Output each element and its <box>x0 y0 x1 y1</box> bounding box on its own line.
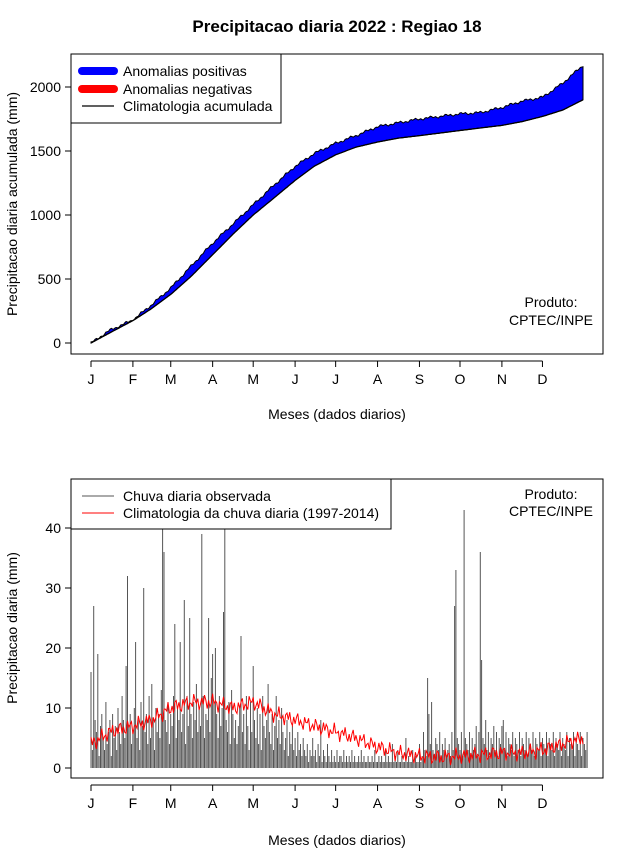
daily-chart: 0 10 20 30 40 J F M A M J J A S O N D Meses (dados diar… <box>4 478 604 848</box>
y-tick-label: 40 <box>45 520 61 536</box>
legend-box <box>70 478 392 530</box>
cumulative-chart: 0 500 1000 1500 2000 J F M A M J J A S O N D Meses (dad… <box>4 53 604 422</box>
x-tick-label: F <box>129 795 138 811</box>
credit-line-1: Produto: <box>525 486 578 502</box>
credit-line-2: CPTEC/INPE <box>509 503 593 519</box>
y-axis-label: Precipitacao diaria acumulada (mm) <box>4 92 20 316</box>
x-tick-label: F <box>129 371 138 387</box>
climatology-daily-line <box>90 693 584 766</box>
x-tick-label: M <box>247 371 259 387</box>
x-tick-label: N <box>497 371 507 387</box>
x-tick-label: A <box>373 371 383 387</box>
x-tick-label: D <box>537 371 547 387</box>
credit-line-1: Produto: <box>525 294 578 310</box>
y-tick-label: 20 <box>45 640 61 656</box>
y-tick-label: 500 <box>38 271 62 287</box>
x-tick-label: N <box>497 795 507 811</box>
x-tick-label: J <box>292 795 299 811</box>
observed-bars <box>90 510 588 768</box>
y-tick-label: 10 <box>45 700 61 716</box>
legend-label: Climatologia acumulada <box>123 98 273 114</box>
x-tick-label: D <box>537 795 547 811</box>
x-tick-label: J <box>332 371 339 387</box>
legend: Anomalias positivas Anomalias negativas … <box>70 53 282 124</box>
x-tick-label: M <box>165 795 177 811</box>
y-tick-label: 2000 <box>30 79 61 95</box>
x-tick-label: O <box>455 371 466 387</box>
x-tick-label: J <box>88 371 95 387</box>
x-tick-label: A <box>373 795 383 811</box>
y-tick-label: 0 <box>53 760 61 776</box>
legend-label: Climatologia da chuva diaria (1997-2014) <box>123 505 379 521</box>
plot-frame <box>70 53 604 355</box>
x-axis-label: Meses (dados diarios) <box>268 832 406 848</box>
y-tick-label: 1000 <box>30 207 61 223</box>
legend-label: Anomalias positivas <box>123 63 247 79</box>
y-tick-label: 1500 <box>30 143 61 159</box>
chart-title: Precipitacao diaria 2022 : Regiao 18 <box>192 17 481 36</box>
x-tick-label: S <box>415 795 424 811</box>
x-tick-label: J <box>332 795 339 811</box>
x-tick-label: M <box>165 371 177 387</box>
legend-label: Chuva diaria observada <box>123 488 271 504</box>
legend-label: Anomalias negativas <box>123 81 252 97</box>
x-tick-label: A <box>208 371 218 387</box>
x-tick-label: J <box>292 371 299 387</box>
legend: Chuva diaria observada Climatologia da c… <box>70 478 392 530</box>
climatology-cumulative-line <box>90 99 584 344</box>
x-tick-label: S <box>415 371 424 387</box>
x-tick-label: M <box>247 795 259 811</box>
x-tick-label: A <box>208 795 218 811</box>
x-axis-label: Meses (dados diarios) <box>268 406 406 422</box>
x-tick-label: O <box>455 795 466 811</box>
y-tick-label: 30 <box>45 580 61 596</box>
credit-line-2: CPTEC/INPE <box>509 312 593 328</box>
y-tick-label: 0 <box>53 335 61 351</box>
x-tick-label: J <box>88 795 95 811</box>
y-axis-label: Precipitacao diaria (mm) <box>4 552 20 704</box>
